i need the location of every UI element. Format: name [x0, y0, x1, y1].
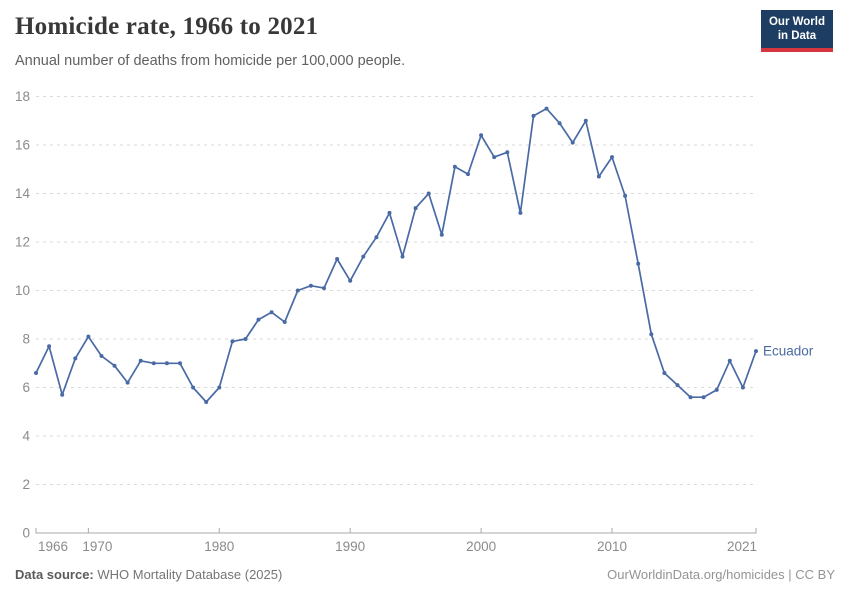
data-point	[413, 206, 418, 211]
data-point	[60, 392, 65, 397]
data-point	[518, 210, 523, 215]
y-tick-label: 16	[15, 138, 30, 153]
data-point	[727, 358, 732, 363]
y-tick-label: 12	[15, 235, 30, 250]
x-tick-label: 1990	[335, 539, 365, 554]
data-point	[714, 387, 719, 392]
data-point	[544, 106, 549, 111]
data-point	[583, 118, 588, 123]
data-point	[164, 361, 169, 366]
data-point	[426, 191, 431, 196]
data-point	[466, 172, 470, 177]
data-point	[112, 363, 117, 368]
y-tick-label: 8	[22, 332, 30, 347]
data-point	[269, 310, 274, 315]
x-tick-label: 2010	[597, 539, 627, 554]
x-tick-label: 1980	[204, 539, 234, 554]
data-point	[374, 235, 379, 240]
chart-footer: Data source: WHO Mortality Database (202…	[15, 567, 835, 582]
data-point	[387, 210, 392, 215]
data-point	[138, 358, 143, 363]
data-point	[217, 385, 222, 390]
data-point	[479, 133, 484, 138]
data-point	[34, 371, 38, 375]
data-point	[204, 400, 209, 404]
data-point	[322, 286, 326, 291]
owid-logo: Our World in Data	[760, 10, 833, 52]
y-tick-label: 4	[22, 429, 30, 444]
data-point	[531, 113, 536, 118]
data-point	[256, 317, 261, 322]
data-point	[452, 164, 457, 169]
data-point	[675, 383, 680, 388]
data-point	[230, 339, 235, 344]
data-point	[86, 334, 91, 339]
data-source: Data source: WHO Mortality Database (202…	[15, 567, 282, 582]
data-point	[557, 121, 562, 126]
data-point	[596, 174, 601, 179]
data-point	[439, 232, 444, 237]
y-tick-label: 6	[22, 380, 30, 395]
data-point	[191, 385, 196, 390]
owid-logo-line2: in Data	[777, 30, 817, 43]
chart-canvas: 0 2 4 6 8 10 12 14 16 18 1966 1970 1980 1990 2000 2010 2…	[15, 89, 814, 554]
chart-title: Homicide rate, 1966 to 2021	[15, 13, 319, 40]
line-chart: 0 2 4 6 8 10 12 14 16 18 1966 1970 1980 1990 2000 2010 2…	[0, 80, 850, 560]
y-tick-label: 2	[22, 477, 30, 492]
x-tick-label: 1966	[38, 539, 68, 554]
data-source-label: Data source:	[15, 567, 94, 582]
y-tick-label: 18	[15, 89, 30, 104]
data-source-value: WHO Mortality Database (2025)	[93, 567, 283, 582]
data-point	[151, 361, 156, 366]
data-point	[623, 193, 628, 198]
data-point	[492, 155, 497, 160]
chart-subtitle: Annual number of deaths from homicide pe…	[15, 53, 406, 69]
data-point	[348, 278, 353, 283]
y-tick-label: 14	[15, 186, 31, 201]
data-point	[400, 254, 405, 259]
series-line	[35, 107, 757, 403]
data-point	[701, 395, 706, 400]
series-end-label: Ecuador	[763, 344, 814, 359]
data-point	[99, 354, 104, 358]
x-tick-label: 2021	[727, 539, 757, 554]
y-tick-label: 10	[15, 283, 30, 298]
data-point	[295, 288, 300, 293]
data-point	[688, 395, 693, 400]
data-point	[178, 361, 182, 366]
data-point	[125, 380, 130, 385]
data-point	[649, 332, 654, 337]
data-point	[335, 257, 340, 261]
data-point	[73, 356, 78, 361]
data-point	[636, 261, 641, 266]
owid-logo-line1: Our World	[768, 16, 825, 28]
data-point	[610, 155, 614, 160]
x-tick-label: 1970	[82, 539, 112, 554]
x-tick-label: 2000	[466, 539, 496, 554]
data-point	[570, 140, 575, 145]
data-point	[361, 254, 366, 259]
footer-attribution: OurWorldinData.org/homicides | CC BY	[607, 567, 835, 582]
data-point	[662, 371, 667, 375]
data-point	[740, 385, 745, 390]
data-point	[754, 349, 758, 354]
y-tick-label: 0	[22, 526, 30, 541]
data-point	[243, 337, 248, 341]
data-point	[282, 320, 287, 324]
data-point	[47, 344, 52, 349]
data-point	[505, 150, 510, 155]
data-point	[308, 283, 313, 288]
